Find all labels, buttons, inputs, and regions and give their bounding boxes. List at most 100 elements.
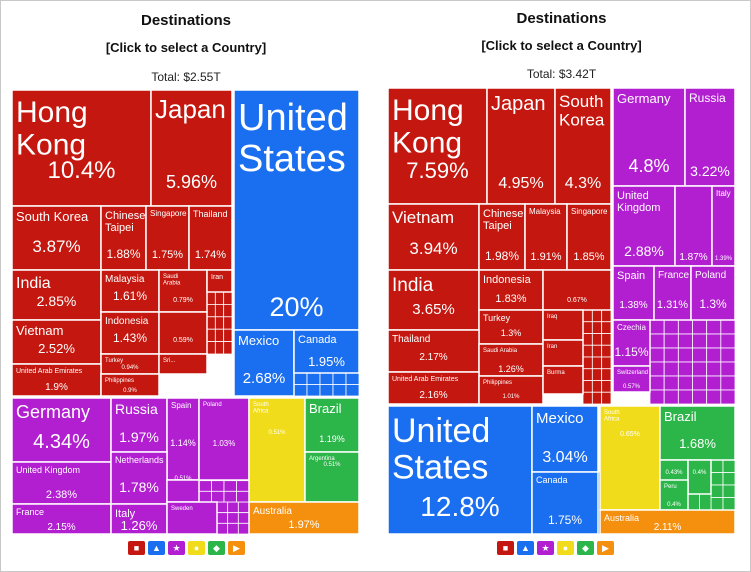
minor-tile[interactable]	[206, 303, 216, 318]
tile-thailand[interactable]: Thailand 2.17%	[387, 329, 480, 373]
tile-united-kingdom[interactable]: United Kingdom 2.38%	[11, 461, 112, 505]
europe-icon[interactable]: ★	[537, 541, 554, 555]
asia-icon[interactable]: ■	[497, 541, 514, 555]
minor-tile[interactable]	[601, 321, 612, 334]
minor-tile[interactable]	[591, 391, 603, 405]
america-icon[interactable]: ▲	[517, 541, 534, 555]
tile-rect[interactable]	[387, 269, 480, 331]
tile-indonesia[interactable]: Indonesia 1.83%	[478, 269, 544, 311]
minor-tile[interactable]	[692, 389, 708, 405]
minor-tile[interactable]	[223, 316, 233, 330]
tile-rect[interactable]	[612, 87, 686, 187]
minor-tile[interactable]	[214, 328, 225, 343]
tile-australia[interactable]: Australia 1.97%	[248, 501, 360, 535]
minor-tile[interactable]	[722, 484, 736, 498]
tile-rect[interactable]	[304, 451, 360, 503]
minor-tile[interactable]	[649, 333, 665, 349]
tile-0-67[interactable]: 0.67%	[542, 269, 612, 311]
minor-tile[interactable]	[216, 522, 229, 535]
tile-indonesia[interactable]: Indonesia 1.43%	[100, 311, 160, 355]
asia-icon[interactable]: ■	[128, 541, 145, 555]
tile-vietnam[interactable]: Vietnam 2.52%	[11, 319, 102, 365]
tile-rect[interactable]	[110, 451, 168, 505]
minor-tile[interactable]	[720, 375, 736, 391]
tile-peru[interactable]: Peru 0.4%	[659, 479, 689, 511]
minor-tile[interactable]	[692, 361, 708, 377]
minor-tile[interactable]	[293, 384, 308, 397]
tile-rect[interactable]	[166, 397, 200, 481]
tile-rect[interactable]	[542, 339, 584, 367]
tile-saudi-arabia[interactable]: Saudi Arabia 1.26%	[478, 343, 544, 377]
tile-netherlands[interactable]: Netherlands 1.78%	[110, 451, 168, 505]
tile-rect[interactable]	[110, 503, 168, 535]
tile-rect[interactable]	[478, 203, 526, 271]
minor-tile[interactable]	[223, 490, 237, 503]
tile-rect[interactable]	[711, 185, 736, 267]
minor-tile[interactable]	[692, 375, 708, 391]
tile-rect[interactable]	[206, 269, 233, 293]
minor-tile[interactable]	[306, 372, 321, 385]
minor-tile[interactable]	[720, 319, 736, 335]
tile-malaysia[interactable]: Malaysia 1.91%	[524, 203, 568, 271]
minor-tile[interactable]	[699, 493, 712, 511]
tile-united-states[interactable]: United States 12.8%	[387, 405, 533, 535]
minor-tile[interactable]	[582, 380, 593, 393]
minor-tile[interactable]	[649, 389, 665, 405]
minor-tile[interactable]	[706, 361, 722, 377]
tile-russia[interactable]: Russia 3.22%	[684, 87, 736, 187]
tile-rect[interactable]	[145, 205, 190, 271]
minor-tile[interactable]	[206, 316, 216, 330]
chart-subtitle[interactable]: [Click to select a Country]	[105, 40, 267, 55]
minor-tile[interactable]	[293, 372, 308, 385]
minor-tile[interactable]	[710, 459, 724, 473]
tile-mexico[interactable]: Mexico 3.04%	[531, 405, 599, 473]
minor-tile[interactable]	[206, 291, 216, 305]
minor-tile[interactable]	[236, 490, 250, 503]
minor-tile[interactable]	[319, 384, 334, 397]
tile-rect[interactable]	[612, 265, 655, 321]
tile-1-87[interactable]: 1.87%	[674, 185, 713, 267]
tile-japan[interactable]: Japan 5.96%	[150, 89, 233, 207]
minor-tile[interactable]	[223, 303, 233, 318]
tile-rect[interactable]	[531, 471, 599, 535]
minor-tile[interactable]	[663, 361, 679, 377]
america-icon[interactable]: ▲	[148, 541, 165, 555]
minor-tile[interactable]	[206, 341, 216, 355]
tile-united-kingdom[interactable]: United Kingdom 2.88%	[612, 185, 676, 267]
minor-tile[interactable]	[591, 309, 603, 323]
tile-rect[interactable]	[542, 309, 584, 341]
minor-tile[interactable]	[710, 484, 724, 498]
minor-tile[interactable]	[591, 380, 603, 393]
tile-poland[interactable]: Poland 1.03%	[198, 397, 250, 481]
tile-rect[interactable]	[11, 269, 102, 321]
minor-tile[interactable]	[237, 512, 250, 524]
minor-tile[interactable]	[601, 333, 612, 346]
minor-tile[interactable]	[706, 389, 722, 405]
tile-rect[interactable]	[100, 205, 147, 271]
tile-rect[interactable]	[659, 479, 689, 511]
minor-tile[interactable]	[591, 321, 603, 334]
tile-philippines[interactable]: Philippines 0.9%	[100, 373, 160, 397]
minor-tile[interactable]	[687, 493, 700, 511]
minor-tile[interactable]	[227, 522, 239, 535]
tile-rect[interactable]	[11, 503, 112, 535]
minor-tile[interactable]	[601, 309, 612, 323]
minor-tile[interactable]	[227, 501, 239, 514]
tile-iraq[interactable]: Iraq	[542, 309, 584, 341]
minor-tile[interactable]	[223, 291, 233, 305]
tile-united-arab-emirates[interactable]: United Arab Emirates 2.16%	[387, 371, 480, 405]
tile-rect[interactable]	[674, 185, 713, 267]
minor-tile[interactable]	[706, 375, 722, 391]
minor-tile[interactable]	[332, 384, 347, 397]
minor-tile[interactable]	[677, 319, 693, 335]
tile-japan[interactable]: Japan 4.95%	[486, 87, 556, 205]
minor-tile[interactable]	[223, 328, 233, 343]
tile-turkey[interactable]: Turkey 1.3%	[478, 309, 544, 345]
minor-tile[interactable]	[591, 344, 603, 358]
tile-spain[interactable]: Spain 1.14%	[166, 397, 200, 481]
tile-south-africa[interactable]: South Africa 0.65%	[599, 405, 661, 511]
tile-burma[interactable]: Burma	[542, 365, 584, 395]
